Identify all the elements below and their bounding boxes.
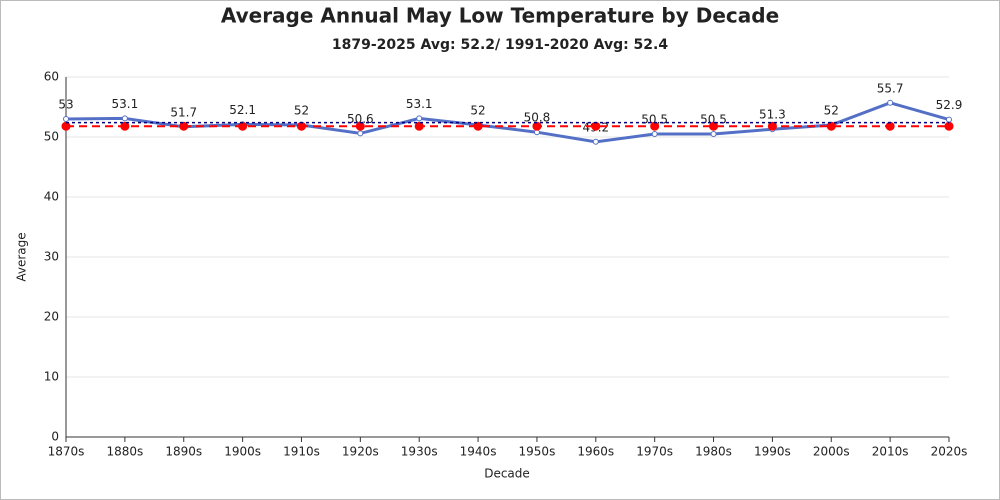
data-label: 52 (470, 104, 485, 118)
x-tick-label: 1970s (636, 445, 673, 459)
y-axis-title: Average (15, 232, 29, 281)
marker (591, 121, 601, 131)
marker (179, 121, 189, 131)
data-label: 55.7 (877, 81, 904, 95)
data-label: 53.1 (112, 97, 139, 111)
data-label: 51.7 (170, 105, 197, 119)
marker (826, 121, 836, 131)
marker (592, 138, 599, 145)
x-axis-title: Decade (484, 467, 530, 481)
data-label: 52.1 (229, 103, 256, 117)
x-tick-label: 1900s (224, 445, 261, 459)
y-tick-label: 60 (44, 70, 59, 84)
y-tick-label: 50 (44, 130, 59, 144)
y-tick-label: 40 (44, 190, 59, 204)
data-label: 51.3 (759, 108, 786, 122)
x-tick-label: 1920s (342, 445, 379, 459)
marker (416, 115, 423, 122)
x-tick-label: 1910s (283, 445, 320, 459)
data-label: 52 (824, 104, 839, 118)
data-label: 53.1 (406, 97, 433, 111)
marker (532, 121, 542, 131)
x-tick-label: 1940s (460, 445, 497, 459)
x-tick-label: 1890s (165, 445, 202, 459)
data-label: 52 (294, 104, 309, 118)
x-tick-label: 1870s (48, 445, 85, 459)
chart-title: Average Annual May Low Temperature by De… (221, 4, 779, 28)
x-tick-label: 2010s (872, 445, 909, 459)
marker (767, 121, 777, 131)
marker (63, 116, 69, 122)
marker (61, 121, 71, 131)
x-tick-label: 1990s (754, 445, 791, 459)
marker (946, 116, 952, 123)
marker (885, 121, 895, 131)
marker (238, 121, 248, 131)
y-tick-label: 20 (44, 310, 59, 324)
x-tick-label: 1980s (695, 445, 732, 459)
chart-subtitle: 1879-2025 Avg: 52.2/ 1991-2020 Avg: 52.4 (332, 37, 668, 53)
marker (650, 121, 660, 131)
data-label: 52.9 (936, 98, 963, 112)
marker (887, 99, 894, 106)
marker (944, 121, 954, 131)
data-label: 53 (58, 98, 73, 112)
marker (651, 131, 658, 137)
x-tick-label: 1950s (519, 445, 556, 459)
x-tick-label: 1960s (577, 445, 614, 459)
marker (414, 121, 424, 131)
x-tick-label: 1880s (106, 445, 143, 459)
y-tick-label: 30 (44, 250, 59, 264)
y-tick-label: 0 (51, 430, 59, 444)
marker (296, 121, 306, 131)
y-tick-label: 10 (44, 370, 59, 384)
marker (709, 121, 719, 131)
x-tick-label: 1930s (401, 445, 438, 459)
marker (120, 121, 130, 131)
marker (473, 121, 483, 131)
marker (121, 115, 128, 122)
data-label: 50.8 (524, 111, 551, 125)
marker (710, 131, 717, 137)
marker (357, 130, 364, 137)
x-tick-label: 2020s (931, 445, 968, 459)
x-tick-label: 2000s (813, 445, 850, 459)
marker (355, 121, 365, 131)
